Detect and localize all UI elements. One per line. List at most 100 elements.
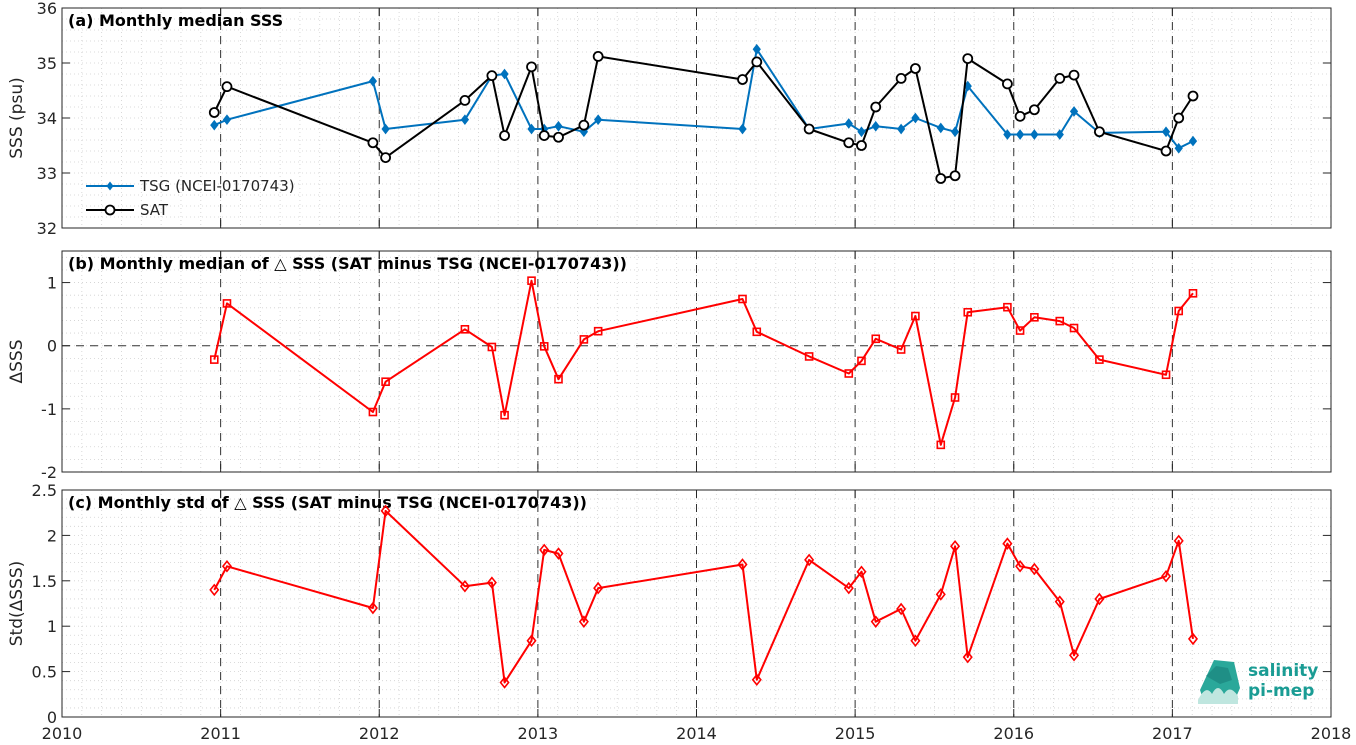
data-point <box>1068 69 1080 81</box>
data-point <box>1015 326 1025 335</box>
y-tick-label: 34 <box>37 109 57 128</box>
data-point <box>910 63 921 74</box>
series-delta-sss <box>209 276 1198 450</box>
data-point <box>1187 90 1199 102</box>
data-point <box>554 374 563 384</box>
data-point <box>804 553 815 567</box>
data-point <box>1161 569 1172 583</box>
data-point <box>209 355 219 364</box>
data-point <box>1173 112 1185 124</box>
series-line <box>213 509 1194 684</box>
y-tick-label: 33 <box>37 164 57 183</box>
data-point <box>367 137 379 149</box>
data-point <box>935 588 946 601</box>
data-point <box>950 540 961 553</box>
data-point <box>1094 126 1105 138</box>
series-line <box>213 279 1194 446</box>
y-tick-label: 35 <box>37 54 57 73</box>
data-point <box>843 137 855 149</box>
data-point <box>856 140 867 151</box>
legend-marker <box>106 181 114 191</box>
data-point <box>911 311 920 321</box>
y-tick-label: 2 <box>47 526 57 545</box>
grid <box>61 7 1332 229</box>
data-point <box>895 73 907 84</box>
panel-b: -2 -1 0 1 ΔSSS (b) Monthly median of △ SSS (S… <box>7 250 1332 482</box>
series-delta-sss <box>209 504 1199 689</box>
panel-c: 0 0.5 1 1.5 2 2.5 2010 2011 2012 2013 2014 2015 2016… <box>7 481 1351 743</box>
data-point <box>500 68 509 80</box>
data-point <box>553 547 564 560</box>
data-point <box>1030 312 1039 322</box>
series-line <box>213 48 1194 150</box>
data-point <box>527 123 536 135</box>
data-point <box>1015 559 1026 573</box>
data-point <box>593 326 603 336</box>
data-point <box>1174 142 1183 154</box>
data-point <box>1069 648 1080 662</box>
data-point <box>380 504 391 518</box>
data-point <box>208 107 220 118</box>
data-point <box>871 120 880 132</box>
data-point <box>1069 323 1079 333</box>
data-point <box>843 581 854 595</box>
data-point <box>222 299 232 308</box>
data-point <box>210 119 219 131</box>
data-point <box>499 130 510 142</box>
data-point <box>486 576 497 589</box>
data-point <box>1002 78 1013 90</box>
data-point <box>578 119 590 131</box>
data-point <box>368 407 378 417</box>
data-point <box>1188 135 1198 147</box>
data-point <box>487 342 497 352</box>
data-point <box>209 583 220 597</box>
panel-title: (c) Monthly std of △ SSS (SAT minus TSG … <box>68 493 587 512</box>
data-point <box>594 114 603 125</box>
data-point <box>738 123 747 135</box>
y-axis-label: SSS (psu) <box>7 77 27 158</box>
y-tick-label: 0.5 <box>32 663 57 682</box>
data-point <box>856 565 867 579</box>
x-tick-label: 2017 <box>1152 724 1193 743</box>
data-point <box>499 676 510 689</box>
data-point <box>870 615 881 628</box>
data-point <box>962 53 974 64</box>
data-point <box>1055 316 1065 326</box>
data-point <box>526 634 537 648</box>
y-tick-label: 0 <box>47 337 57 356</box>
data-point <box>963 307 973 317</box>
data-point <box>857 126 866 138</box>
legend-label: SAT <box>140 201 169 219</box>
data-point <box>936 122 945 134</box>
data-point <box>579 335 589 344</box>
x-tick-label: 2015 <box>835 724 876 743</box>
data-point <box>803 123 815 135</box>
y-tick-label: 36 <box>37 0 57 18</box>
data-point <box>950 393 960 402</box>
data-point <box>751 56 763 68</box>
x-tick-label: 2011 <box>200 724 241 743</box>
data-point <box>459 579 470 593</box>
data-point <box>593 581 604 595</box>
y-tick-label: 1 <box>47 617 57 636</box>
data-point <box>737 74 748 85</box>
y-axis-label: ΔSSS <box>7 339 27 383</box>
data-point <box>844 369 854 378</box>
panel-a: 32 33 34 35 36 SSS (psu) (a) Monthly median SS… <box>7 0 1332 238</box>
data-point <box>1028 104 1040 116</box>
data-point <box>737 558 748 571</box>
data-point <box>1069 106 1079 117</box>
legend-marker <box>104 204 116 216</box>
panel-title: (b) Monthly median of △ SSS (SAT minus T… <box>68 254 627 273</box>
data-point <box>1174 306 1184 316</box>
data-point <box>459 95 471 106</box>
logo-line2: pi-mep <box>1248 681 1314 701</box>
data-point <box>936 440 946 450</box>
data-point <box>222 114 232 125</box>
data-point <box>1173 534 1184 548</box>
data-point <box>1029 562 1040 576</box>
data-point <box>752 327 762 337</box>
data-point <box>1188 289 1198 298</box>
data-point <box>380 152 391 164</box>
